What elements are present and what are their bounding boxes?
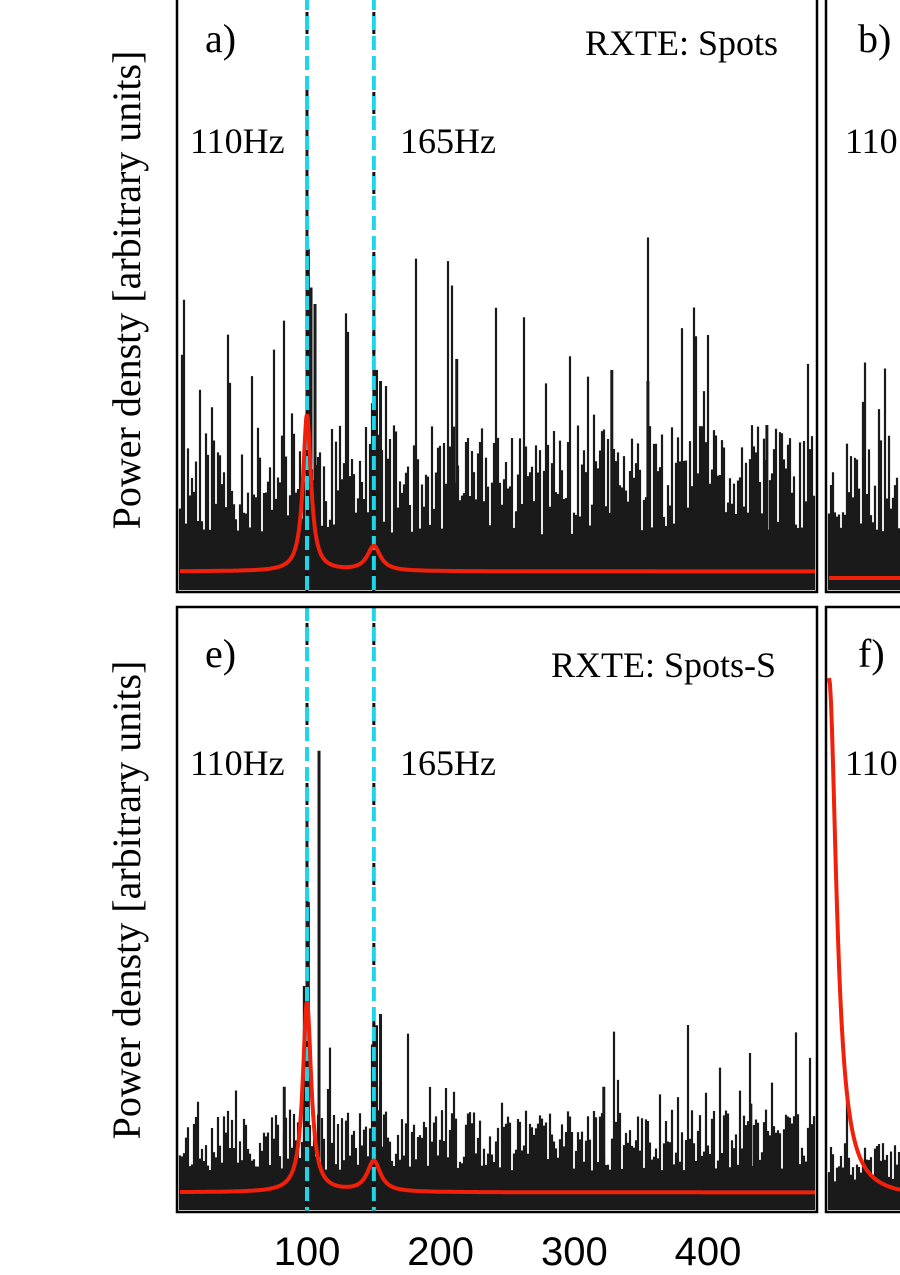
panel-f-label: f) (858, 631, 885, 676)
panel-a: a) RXTE: Spots 110Hz 165Hz (175, 0, 819, 594)
panel-e-frequency-markers (305, 607, 376, 1212)
panel-f-noise-bars (827, 1085, 900, 1210)
panel-b-frame (824, 0, 900, 594)
panel-e-title: RXTE: Spots-S (551, 645, 776, 685)
panel-b: b) 110 (824, 0, 900, 594)
panel-b-noise-bars (827, 362, 900, 590)
panel-e-marker-label-110hz: 110Hz (190, 743, 285, 783)
panel-a-label: a) (205, 16, 236, 61)
panel-e-x-tick-label-1: 200 (407, 1230, 474, 1274)
panel-e-x-tick-label-3: 400 (675, 1230, 742, 1274)
panel-e-x-tick-label-0: 100 (274, 1230, 341, 1274)
panel-f: f) 110 (824, 605, 900, 1214)
panel-a-marker-label-110hz: 110Hz (190, 121, 285, 161)
panel-b-marker-label: 110 (845, 121, 898, 161)
panel-e-x-ticks: 100 200 300 400 (274, 1230, 742, 1274)
y-axis-label-top: Power densty [arbitrary units] (104, 51, 149, 530)
panel-e-fit-curve (180, 1001, 815, 1195)
panel-b-label: b) (858, 16, 891, 61)
panel-a-title: RXTE: Spots (585, 23, 778, 63)
y-axis-label-bottom: Power densty [arbitrary units] (104, 661, 149, 1140)
panel-e-x-tick-label-2: 300 (541, 1230, 608, 1274)
panel-a-marker-label-165hz: 165Hz (400, 121, 496, 161)
panel-e-label: e) (205, 631, 236, 676)
panel-e-noise-bars (178, 750, 816, 1210)
panel-a-fit-curve (180, 413, 815, 574)
panel-f-marker-label: 110 (845, 743, 898, 783)
panel-a-frequency-markers (305, 0, 376, 592)
panel-e-frame (175, 605, 819, 1214)
panel-e-marker-label-165hz: 165Hz (400, 743, 496, 783)
panel-e: e) RXTE: Spots-S 110Hz 165Hz 100 200 300 40… (175, 605, 819, 1274)
panel-f-fit-curve (827, 677, 900, 1192)
panel-a-frame (175, 0, 819, 594)
panel-f-frame (824, 605, 900, 1214)
